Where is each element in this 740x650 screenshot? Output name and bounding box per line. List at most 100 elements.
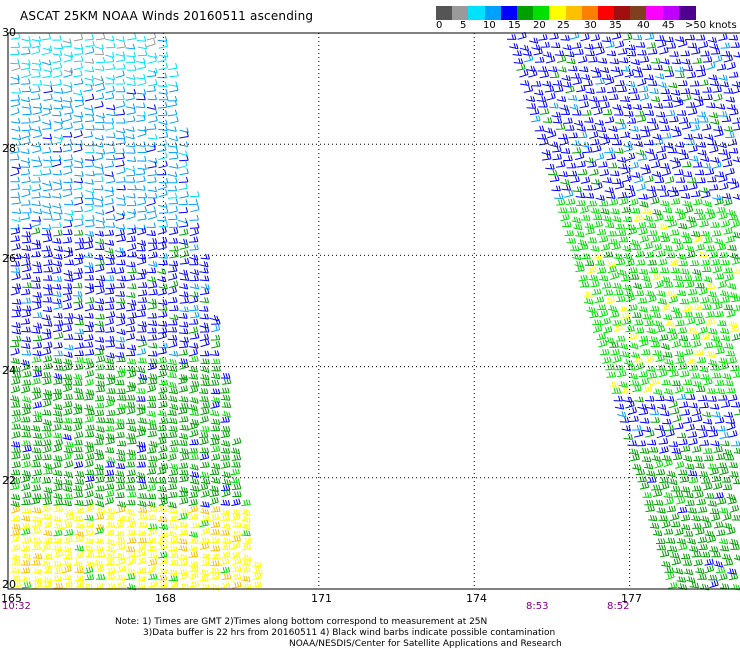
wind-barb [106,42,116,49]
wind-barb [639,482,650,490]
wind-barb [116,275,127,282]
wind-barb [680,231,690,239]
wind-barb [620,350,630,358]
wind-barb [84,312,94,319]
wind-barb [232,565,242,573]
wind-barb [11,134,22,141]
wind-barb [126,200,137,207]
wind-barb [73,439,83,446]
wind-barb [125,177,136,183]
wind-barb [85,124,95,131]
wind-barb [95,56,106,64]
wind-barb [693,208,704,215]
wind-barb [94,320,104,327]
wind-barb [52,461,62,469]
scale-swatch [630,6,647,20]
wind-barb [555,123,566,130]
wind-barb [210,388,221,395]
wind-barb [617,85,627,93]
wind-barb [41,425,52,432]
wind-barb [642,492,652,498]
wind-barb [11,298,22,305]
wind-barb [84,528,94,537]
wind-barb [53,483,63,492]
wind-barb [83,357,93,365]
wind-barb [126,344,137,351]
wind-barb [231,498,241,507]
wind-barb [52,544,62,552]
wind-barb [21,189,31,198]
wind-barb [209,513,220,522]
wind-barb [21,297,32,304]
wind-barb [32,493,42,499]
wind-barb [105,559,115,565]
wind-barb [157,485,167,493]
wind-barb [147,523,158,530]
wind-barb [728,214,739,221]
wind-barb [11,365,21,373]
wind-barb [83,241,94,250]
wind-barb [20,523,31,529]
wind-barb [136,549,146,558]
wind-barb [690,333,701,341]
wind-barb [147,108,158,116]
wind-barb [63,553,73,559]
wind-barb [712,86,722,93]
wind-barb [683,133,693,140]
wind-barb [62,41,72,48]
wind-barb [221,544,231,551]
wind-barb [682,161,692,168]
wind-barb [538,33,548,41]
wind-barb [653,320,663,328]
wind-barb [147,327,157,334]
wind-barb [693,133,703,140]
wind-barb [32,335,43,342]
wind-barb [178,312,188,319]
wind-barb [574,260,584,268]
wind-barb [602,109,613,116]
wind-barb [42,283,53,290]
wind-barb [589,131,599,139]
wind-barb [534,125,545,132]
wind-barb [639,92,649,101]
wind-barb [648,514,658,522]
wind-barb [158,189,168,198]
wind-barb [560,147,571,154]
wind-barb [677,506,688,514]
wind-barb [74,507,85,514]
wind-barb [674,528,684,536]
wind-barb [127,312,137,319]
wind-barb [169,439,179,447]
wind-barb [53,331,64,340]
wind-barb [241,499,251,507]
wind-barb [105,63,116,71]
wind-barb [574,152,585,161]
wind-barb [209,438,220,446]
wind-speed-color-scale: 0 5 10 15 20 25 30 35 40 45 >50 knots [436,4,737,44]
wind-barb [241,509,251,516]
wind-barb [126,261,136,268]
wind-barb [644,251,655,259]
wind-barb [105,283,116,290]
wind-barb [230,468,240,476]
wind-barb [716,206,726,213]
wind-barb [85,147,95,154]
wind-barb [42,133,53,140]
wind-barb [599,274,609,282]
wind-barb [53,522,64,530]
wind-barb [21,273,32,280]
wind-barb [732,85,740,94]
wind-barb [199,313,209,320]
wind-barb [127,537,137,544]
wind-barb [11,328,22,335]
wind-barb [179,447,189,455]
wind-barb [158,531,168,538]
pass-time-west: 10:32 [2,601,31,612]
wind-barb [95,286,105,295]
wind-barb [105,154,116,161]
wind-barb [699,79,709,87]
wind-barb [231,535,241,543]
wind-barb [731,514,740,521]
wind-barb [584,43,594,50]
wind-barb [654,424,664,431]
